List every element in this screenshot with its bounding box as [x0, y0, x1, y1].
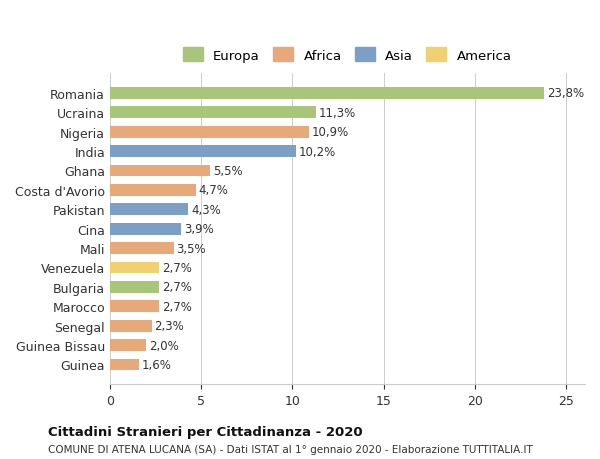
Text: 4,3%: 4,3% [191, 203, 221, 216]
Text: 1,6%: 1,6% [142, 358, 172, 371]
Text: 2,0%: 2,0% [149, 339, 179, 352]
Bar [110, 165, 210, 177]
Text: 2,3%: 2,3% [155, 319, 184, 332]
Text: 3,5%: 3,5% [176, 242, 206, 255]
Text: 5,5%: 5,5% [213, 165, 242, 178]
Text: 10,9%: 10,9% [311, 126, 349, 139]
Text: 4,7%: 4,7% [199, 184, 228, 197]
Bar [110, 88, 544, 100]
Bar [110, 146, 296, 157]
Bar [110, 185, 196, 196]
Text: 10,2%: 10,2% [299, 146, 336, 158]
Bar [110, 301, 159, 313]
Bar [110, 243, 174, 254]
Text: Cittadini Stranieri per Cittadinanza - 2020: Cittadini Stranieri per Cittadinanza - 2… [48, 425, 362, 438]
Text: 3,9%: 3,9% [184, 223, 214, 235]
Text: COMUNE DI ATENA LUCANA (SA) - Dati ISTAT al 1° gennaio 2020 - Elaborazione TUTTI: COMUNE DI ATENA LUCANA (SA) - Dati ISTAT… [48, 444, 533, 454]
Text: 11,3%: 11,3% [319, 106, 356, 119]
Bar [110, 359, 139, 370]
Bar [110, 127, 309, 138]
Text: 2,7%: 2,7% [162, 262, 192, 274]
Bar [110, 107, 316, 119]
Legend: Europa, Africa, Asia, America: Europa, Africa, Asia, America [178, 43, 517, 68]
Bar [110, 204, 188, 216]
Bar [110, 340, 146, 351]
Text: 2,7%: 2,7% [162, 300, 192, 313]
Bar [110, 281, 159, 293]
Text: 2,7%: 2,7% [162, 281, 192, 294]
Bar [110, 262, 159, 274]
Text: 23,8%: 23,8% [547, 87, 584, 100]
Bar [110, 320, 152, 332]
Bar [110, 224, 181, 235]
